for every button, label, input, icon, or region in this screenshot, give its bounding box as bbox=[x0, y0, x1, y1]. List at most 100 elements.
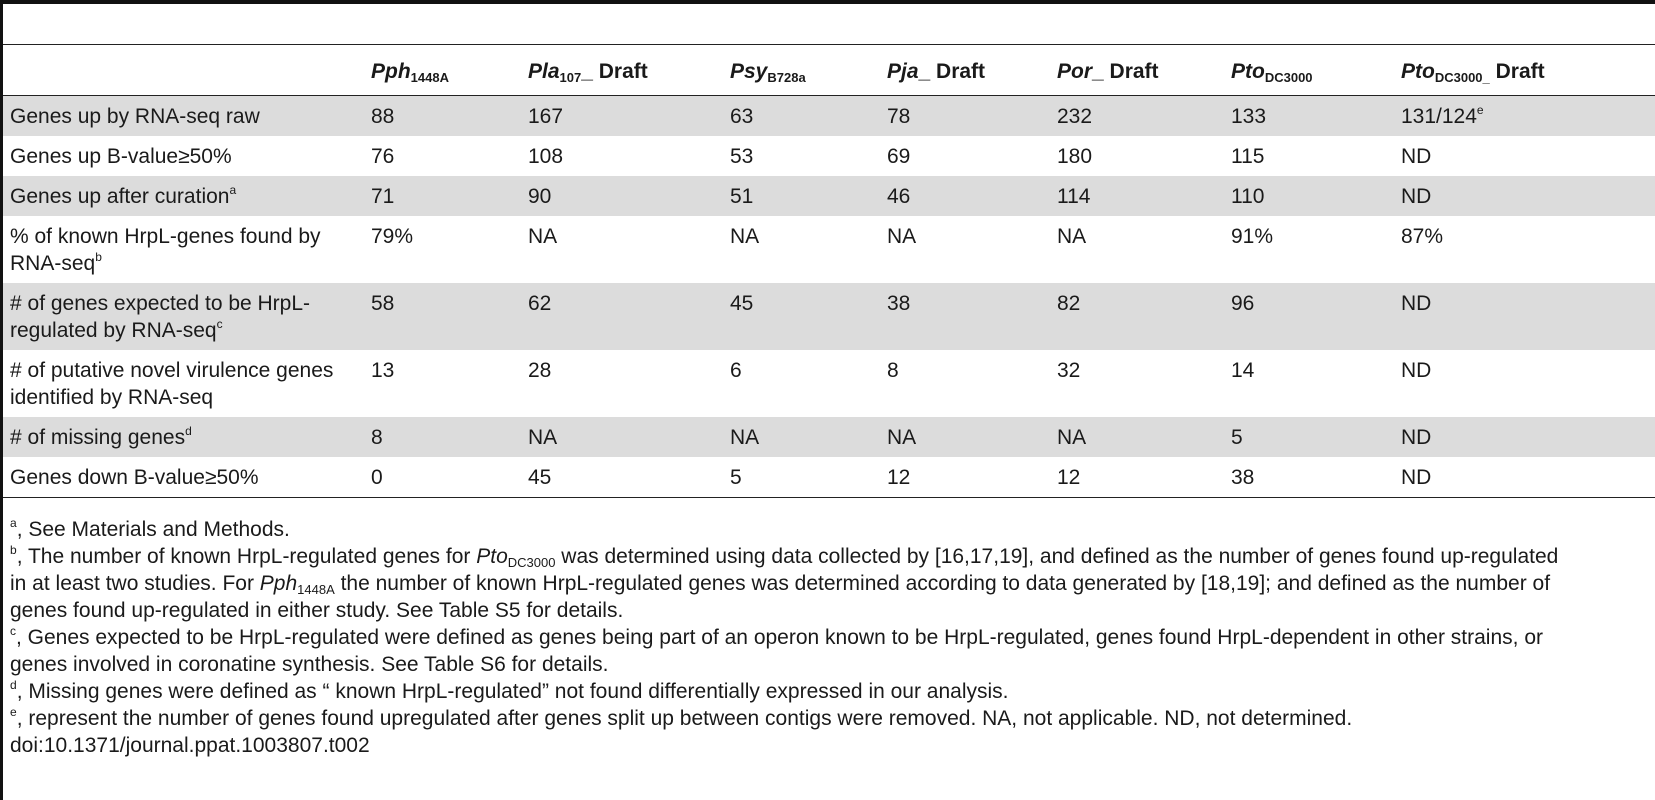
table-cell: 53 bbox=[723, 136, 880, 176]
footnote-text: , represent the number of genes found up… bbox=[16, 707, 1353, 730]
table-cell: NA bbox=[880, 216, 1050, 283]
cell-value: 114 bbox=[1057, 185, 1091, 208]
footnote-c-line2: genes involved in coronatine synthesis. … bbox=[10, 651, 1655, 678]
table-cell: 87% bbox=[1394, 216, 1655, 283]
cell-value: NA bbox=[730, 426, 760, 449]
cell-value: 62 bbox=[528, 292, 552, 315]
cell-value: 90 bbox=[528, 185, 552, 208]
table-cell: 91% bbox=[1224, 216, 1394, 283]
cell-value: 5 bbox=[1231, 426, 1243, 449]
cell-value: 76 bbox=[371, 145, 395, 168]
cell-value: 167 bbox=[528, 105, 564, 128]
strain-name: Pph bbox=[259, 572, 298, 595]
footnote-text: genes found up-regulated in either study… bbox=[10, 599, 624, 622]
table-row: Genes down B-value≥50% 0 45 5 12 12 38 ND bbox=[3, 457, 1655, 498]
table-cell: ND bbox=[1394, 176, 1655, 216]
cell-value: 13 bbox=[371, 359, 395, 382]
footnote-ref: c bbox=[216, 317, 223, 331]
footnote-marker: d bbox=[10, 678, 17, 692]
strain-name: Pph bbox=[371, 60, 411, 83]
strain-name: Pto bbox=[476, 545, 508, 568]
table-cell: 78 bbox=[880, 96, 1050, 137]
left-border-rule bbox=[0, 0, 3, 800]
table-body: Genes up by RNA-seq raw 88 167 63 78 232 133 13… bbox=[3, 95, 1655, 498]
footnote-text: in at least two studies. For bbox=[10, 572, 260, 595]
cell-value: 91% bbox=[1231, 225, 1274, 248]
table-row: Genes up B-value≥50% 76 108 53 69 180 115 ND bbox=[3, 136, 1655, 176]
footnote-d: d, Missing genes were defined as “ known… bbox=[10, 678, 1655, 705]
strain-suffix: _ Draft bbox=[1092, 60, 1159, 83]
footnote-e: e, represent the number of genes found u… bbox=[10, 705, 1655, 732]
footnote-b-line1: b, The number of known HrpL-regulated ge… bbox=[10, 543, 1655, 570]
top-border-rule bbox=[0, 0, 1655, 4]
cell-value: ND bbox=[1401, 359, 1432, 382]
cell-value: 79% bbox=[371, 225, 414, 248]
header-cell-strain: Pph1448A bbox=[364, 45, 521, 96]
table-cell: ND bbox=[1394, 350, 1655, 417]
cell-value: 108 bbox=[528, 145, 564, 168]
table-cell: NA bbox=[1050, 216, 1224, 283]
row-label: # of missing genesd bbox=[3, 417, 364, 457]
table-cell: 180 bbox=[1050, 136, 1224, 176]
cell-value: 133 bbox=[1231, 105, 1267, 128]
row-label: # of genes expected to be HrpL-regulated… bbox=[3, 283, 364, 350]
footnote-ref: a bbox=[229, 183, 237, 197]
results-table-container: Pph1448A Pla107_ Draft PsyB728a Pja_ Draft P… bbox=[3, 44, 1655, 498]
table-cell: 232 bbox=[1050, 96, 1224, 137]
table-cell: 12 bbox=[1050, 457, 1224, 498]
table-cell: ND bbox=[1394, 457, 1655, 498]
table-row: # of genes expected to be HrpL-regulated… bbox=[3, 283, 1655, 350]
table-row: Genes up after curationa 71 90 51 46 114 110 ND bbox=[3, 176, 1655, 216]
cell-value: 71 bbox=[371, 185, 395, 208]
row-label: Genes down B-value≥50% bbox=[3, 457, 364, 498]
footnote-text: , The number of known HrpL-regulated gen… bbox=[16, 545, 477, 568]
strain-name: Pja bbox=[887, 60, 919, 83]
cell-value: 78 bbox=[887, 105, 911, 128]
table-cell: 5 bbox=[723, 457, 880, 498]
strain-subscript: B728a bbox=[767, 70, 806, 85]
table-cell: 71 bbox=[364, 176, 521, 216]
row-label-text: Genes down B-value≥50% bbox=[10, 466, 259, 489]
footnote-ref: b bbox=[95, 250, 102, 264]
cell-value: 0 bbox=[371, 466, 383, 489]
table-cell: ND bbox=[1394, 136, 1655, 176]
cell-value: 45 bbox=[528, 466, 552, 489]
footnote-text: , Missing genes were defined as “ known … bbox=[16, 680, 1009, 703]
table-cell: 32 bbox=[1050, 350, 1224, 417]
table-cell: NA bbox=[723, 216, 880, 283]
table-cell: 5 bbox=[1224, 417, 1394, 457]
cell-value: 6 bbox=[730, 359, 742, 382]
cell-value: 180 bbox=[1057, 145, 1093, 168]
cell-value: NA bbox=[730, 225, 760, 248]
table-cell: NA bbox=[1050, 417, 1224, 457]
strain-suffix: _ Draft bbox=[581, 60, 648, 83]
doi-reference[interactable]: doi:10.1371/journal.ppat.1003807.t002 bbox=[10, 734, 370, 757]
strain-name: Psy bbox=[730, 60, 768, 83]
table-row: # of putative novel virulence genes iden… bbox=[3, 350, 1655, 417]
table-cell: 38 bbox=[880, 283, 1050, 350]
table-cell: 108 bbox=[521, 136, 723, 176]
footnote-c-line1: c, Genes expected to be HrpL-regulated w… bbox=[10, 624, 1655, 651]
table-cell: 8 bbox=[880, 350, 1050, 417]
table-cell: 45 bbox=[521, 457, 723, 498]
results-table: Pph1448A Pla107_ Draft PsyB728a Pja_ Draft P… bbox=[3, 44, 1655, 498]
table-cell: NA bbox=[521, 216, 723, 283]
cell-value: 14 bbox=[1231, 359, 1255, 382]
table-cell: 8 bbox=[364, 417, 521, 457]
cell-value: 53 bbox=[730, 145, 754, 168]
table-row: % of known HrpL-genes found by RNA-seqb 7… bbox=[3, 216, 1655, 283]
table-cell: 62 bbox=[521, 283, 723, 350]
table-cell: 51 bbox=[723, 176, 880, 216]
cell-value: 96 bbox=[1231, 292, 1255, 315]
table-row: # of missing genesd 8 NA NA NA NA 5 ND bbox=[3, 417, 1655, 457]
table-cell: 110 bbox=[1224, 176, 1394, 216]
table-cell: 131/124e bbox=[1394, 96, 1655, 137]
table-cell: 96 bbox=[1224, 283, 1394, 350]
table-header-row: Pph1448A Pla107_ Draft PsyB728a Pja_ Draft P… bbox=[3, 44, 1655, 96]
header-cell-strain: PsyB728a bbox=[723, 45, 880, 96]
table-cell: 28 bbox=[521, 350, 723, 417]
cell-value: 232 bbox=[1057, 105, 1093, 128]
cell-value: ND bbox=[1401, 185, 1432, 208]
row-label: Genes up after curationa bbox=[3, 176, 364, 216]
footnote-text: was determined using data collected by [… bbox=[555, 545, 1559, 568]
